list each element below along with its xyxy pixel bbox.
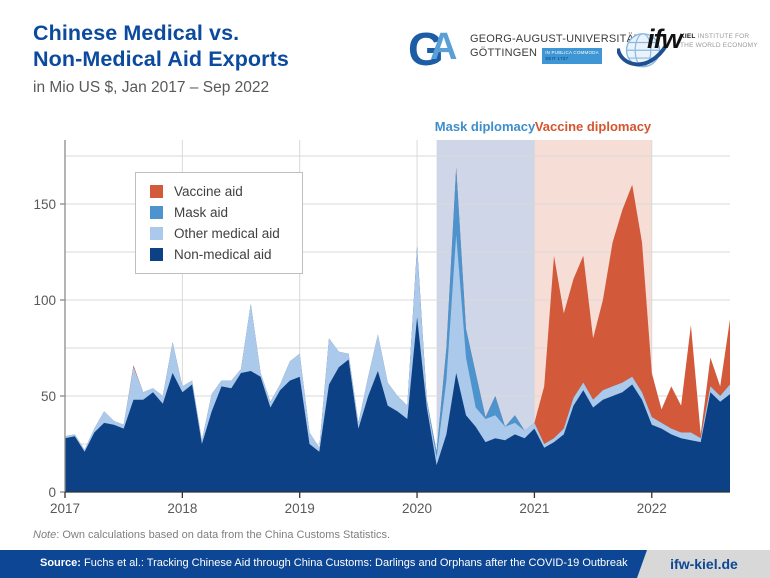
- x-tick-label: 2021: [519, 501, 549, 516]
- source-bar: Source: Fuchs et al.: Tracking Chinese A…: [0, 550, 770, 578]
- goettingen-wordmark: GEORG-AUGUST-UNIVERSITÄT GÖTTINGEN IN PU…: [470, 33, 641, 64]
- mask-aid-label: Mask aid: [174, 205, 229, 220]
- mask-diplomacy-label: Mask diplomacy: [434, 119, 536, 134]
- x-tick-label: 2022: [637, 501, 667, 516]
- other-medical-aid-swatch: [150, 227, 163, 240]
- y-tick-label: 100: [33, 293, 56, 308]
- legend-item-mask-aid: Mask aid: [150, 202, 302, 223]
- ifw-institute-text: KIEL INSTITUTE FOR THE WORLD ECONOMY: [680, 33, 758, 51]
- legend-item-non-medical-aid: Non-medical aid: [150, 244, 302, 265]
- note-line: Note: Own calculations based on data fro…: [33, 529, 390, 541]
- goettingen-line1: GEORG-AUGUST-UNIVERSITÄT: [470, 33, 642, 45]
- vaccine-aid-swatch: [150, 185, 163, 198]
- monogram-g: G: [408, 23, 444, 75]
- x-tick-label: 2018: [167, 501, 197, 516]
- x-tick-label: 2019: [285, 501, 315, 516]
- vaccine-diplomacy-label: Vaccine diplomacy: [534, 119, 652, 134]
- note-prefix: Note: [33, 529, 57, 541]
- y-tick-label: 150: [33, 197, 56, 212]
- source-line: Source: Fuchs et al.: Tracking Chinese A…: [40, 557, 628, 569]
- monogram-a: A: [430, 26, 458, 68]
- globe-icon: [617, 33, 669, 68]
- legend-item-other-medical-aid: Other medical aid: [150, 223, 302, 244]
- note-text: : Own calculations based on data from th…: [56, 529, 391, 541]
- ifw-wordmark: ifw: [647, 24, 682, 54]
- y-tick-label: 50: [41, 389, 56, 404]
- goettingen-logo: G A GEORG-AUGUST-UNIVERSITÄT GÖTTINGEN I…: [408, 23, 641, 76]
- y-tick-label: 0: [48, 485, 56, 500]
- mask-aid-swatch: [150, 206, 163, 219]
- ifw-line2: THE WORLD ECONOMY: [680, 41, 758, 49]
- ifw-line1: INSTITUTE FOR: [695, 33, 750, 40]
- ifw-logo: ifw KIEL INSTITUTE FOR THE WORLD ECONOMY: [617, 24, 767, 78]
- legend-item-vaccine-aid: Vaccine aid: [150, 181, 302, 202]
- x-tick-label: 2017: [50, 501, 80, 516]
- website-box: ifw-kiel.de: [637, 550, 770, 578]
- other-medical-aid-label: Other medical aid: [174, 226, 280, 241]
- non-medical-aid-label: Non-medical aid: [174, 247, 272, 262]
- page-title: Chinese Medical vs. Non-Medical Aid Expo…: [33, 20, 289, 72]
- goettingen-tagline: IN PUBLICA COMMODA SEIT 1737: [542, 48, 602, 64]
- source-prefix: Source:: [40, 557, 81, 569]
- legend: Vaccine aid Mask aid Other medical aid N…: [135, 172, 303, 274]
- ifw-kiel: KIEL: [680, 33, 696, 40]
- vaccine-aid-label: Vaccine aid: [174, 184, 243, 199]
- title-line2: Non-Medical Aid Exports: [33, 47, 289, 72]
- goettingen-tagline-2: SEIT 1737: [545, 55, 569, 61]
- page-subtitle: in Mio US $, Jan 2017 – Sep 2022: [33, 79, 270, 96]
- goettingen-monogram-icon: G A: [408, 23, 468, 75]
- goettingen-line2: GÖTTINGEN: [470, 47, 538, 59]
- title-line1: Chinese Medical vs.: [33, 21, 240, 45]
- non-medical-aid-swatch: [150, 248, 163, 261]
- website-link[interactable]: ifw-kiel.de: [670, 556, 738, 572]
- source-text: Fuchs et al.: Tracking Chinese Aid throu…: [80, 557, 628, 569]
- area-non-medical-aid: [65, 317, 730, 492]
- x-tick-label: 2020: [402, 501, 432, 516]
- goettingen-tagline-1: IN PUBLICA COMMODA: [545, 50, 599, 55]
